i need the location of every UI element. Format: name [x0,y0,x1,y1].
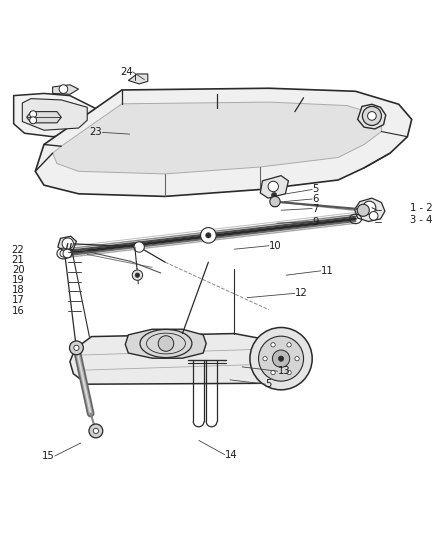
Circle shape [62,238,74,249]
Circle shape [357,204,369,216]
Polygon shape [14,93,96,136]
Circle shape [201,228,216,243]
Circle shape [93,429,99,433]
Polygon shape [53,102,381,174]
Text: 21: 21 [12,255,25,265]
Text: 22: 22 [12,245,25,255]
Text: 19: 19 [12,275,25,285]
Circle shape [250,327,312,390]
Circle shape [89,424,103,438]
Text: 1 - 2: 1 - 2 [410,203,432,213]
Text: 18: 18 [12,285,25,295]
Text: 5: 5 [265,379,272,389]
Text: 20: 20 [12,265,25,275]
Text: 23: 23 [90,127,102,138]
Circle shape [270,196,280,207]
Text: 3 - 4: 3 - 4 [410,215,432,225]
Polygon shape [35,88,412,196]
Text: 9: 9 [312,216,318,227]
Circle shape [135,273,140,277]
Text: 7: 7 [312,204,318,214]
Circle shape [271,370,275,375]
Circle shape [268,181,279,192]
Text: 13: 13 [278,366,290,376]
Circle shape [369,212,378,220]
Text: 14: 14 [225,450,237,459]
Polygon shape [27,111,61,123]
Circle shape [362,107,381,125]
Text: 15: 15 [42,451,55,461]
Text: 10: 10 [269,241,282,251]
Text: 12: 12 [295,288,307,298]
Circle shape [60,250,67,257]
Polygon shape [260,176,288,198]
Circle shape [59,85,68,93]
Polygon shape [58,236,76,252]
Circle shape [263,357,267,361]
Polygon shape [22,99,87,130]
Polygon shape [70,334,287,384]
Circle shape [64,249,72,258]
Circle shape [30,111,37,118]
Circle shape [158,336,174,351]
Text: 24: 24 [120,67,133,77]
Text: 11: 11 [321,266,334,276]
Polygon shape [125,329,206,358]
Circle shape [63,249,72,258]
Polygon shape [358,104,386,129]
Circle shape [134,242,145,252]
Circle shape [132,270,143,280]
Polygon shape [128,74,148,84]
Circle shape [367,111,376,120]
Circle shape [279,356,284,361]
Text: 17: 17 [12,295,25,305]
Circle shape [258,336,304,381]
Circle shape [272,350,290,367]
Circle shape [74,345,79,350]
Circle shape [363,201,376,214]
Circle shape [287,370,291,375]
Text: 5: 5 [312,184,318,195]
Circle shape [272,192,277,198]
Text: 6: 6 [312,194,318,204]
Circle shape [287,343,291,347]
Circle shape [271,343,275,347]
Circle shape [295,357,299,361]
Text: 16: 16 [12,305,25,316]
Polygon shape [53,85,78,94]
Polygon shape [355,198,385,222]
Circle shape [70,341,83,355]
Circle shape [206,233,211,238]
Circle shape [30,117,37,124]
